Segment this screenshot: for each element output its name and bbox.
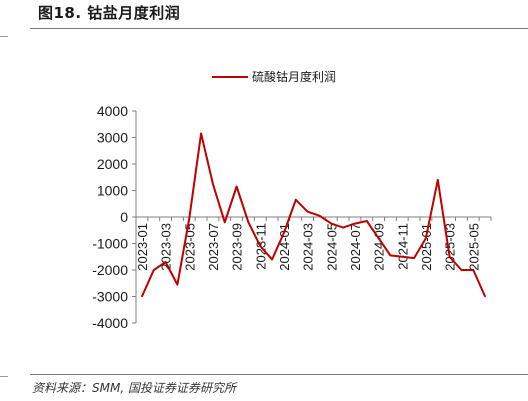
data-point xyxy=(164,261,167,263)
data-point xyxy=(271,258,273,261)
figure-title: 图18. 钴盐月度利润 xyxy=(38,4,181,22)
x-tick-label: 2023-01 xyxy=(135,223,150,271)
data-point xyxy=(413,257,415,259)
data-point xyxy=(152,269,155,271)
data-point xyxy=(141,295,143,298)
series-line-sulfate xyxy=(140,132,487,297)
x-tick-label: 2023-09 xyxy=(230,223,245,271)
x-tick-label: 2024-11 xyxy=(395,223,410,270)
y-tick-label: 3000 xyxy=(97,130,128,146)
x-tick-label: 2025-05 xyxy=(466,223,481,271)
legend-label-sulfate: 硫酸钴月度利润 xyxy=(252,69,336,84)
data-point xyxy=(247,221,250,224)
left-edge-mark xyxy=(0,36,8,37)
data-point xyxy=(188,217,191,220)
data-point xyxy=(223,221,226,224)
data-point xyxy=(365,220,368,222)
y-axis-ticks: -4000 -3000 -2000 -1000 0 1000 2000 3000 4000 xyxy=(92,103,136,331)
series-points xyxy=(141,132,486,298)
data-point xyxy=(436,179,439,181)
data-point xyxy=(448,255,451,258)
x-tick-label: 2025-01 xyxy=(419,223,434,271)
data-point xyxy=(460,269,463,271)
line-chart: 硫酸钴月度利润 -4000 -3000 -2000 -1000 0 1000 2000 300… xyxy=(92,69,492,331)
data-point xyxy=(306,210,309,213)
left-edge-mark-footer xyxy=(0,376,8,377)
data-point xyxy=(283,232,285,234)
x-tick-label: 2024-05 xyxy=(324,223,339,271)
y-tick-label: 0 xyxy=(120,209,128,225)
data-point xyxy=(200,132,202,135)
data-point xyxy=(342,226,344,229)
source-note: 资料来源：SMM, 国投证券证券研究所 xyxy=(32,381,236,395)
legend: 硫酸钴月度利润 xyxy=(212,69,336,84)
x-tick-label: 2023-07 xyxy=(206,223,221,271)
x-tick-label: 2023-03 xyxy=(159,223,174,271)
data-point xyxy=(259,245,262,247)
x-tick-label: 2024-01 xyxy=(277,223,292,271)
title-rule xyxy=(30,28,528,29)
x-tick-label: 2024-07 xyxy=(348,223,363,271)
x-tick-label: 2024-03 xyxy=(301,223,316,271)
y-tick-label: -2000 xyxy=(92,262,128,278)
y-tick-label: -1000 xyxy=(92,236,128,252)
x-axis-ticks: 2023-01 2023-03 2023-05 2023-07 2023-09 2023-… xyxy=(135,217,492,271)
y-tick-label: 2000 xyxy=(97,156,128,172)
data-point xyxy=(425,237,427,239)
data-point xyxy=(212,183,214,185)
data-point xyxy=(294,198,297,201)
data-point xyxy=(330,222,333,225)
data-point xyxy=(377,237,380,239)
y-tick-label: -4000 xyxy=(92,315,128,331)
data-point xyxy=(401,255,404,258)
data-point xyxy=(318,214,321,217)
y-tick-label: 4000 xyxy=(97,103,128,119)
data-point xyxy=(389,254,392,257)
y-tick-label: 1000 xyxy=(97,183,128,199)
data-point xyxy=(235,185,238,188)
data-point xyxy=(176,283,179,286)
footer-rule xyxy=(30,374,528,375)
y-tick-label: -3000 xyxy=(92,289,128,305)
data-point xyxy=(484,295,486,298)
data-point xyxy=(354,222,356,225)
data-point xyxy=(472,269,475,271)
